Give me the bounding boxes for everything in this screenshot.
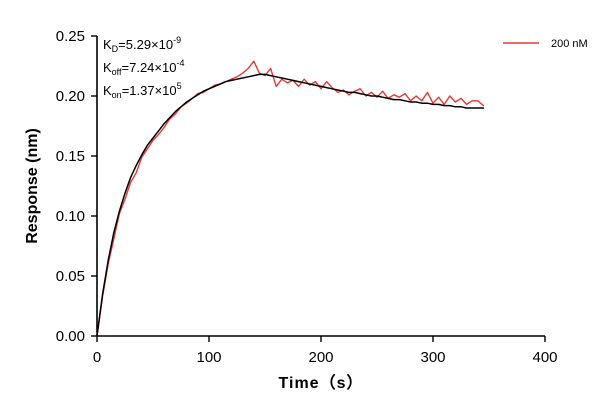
- kinetic-constant-label: KD=5.29×10-9: [103, 35, 181, 54]
- kinetic-constant-sup: -9: [173, 35, 181, 45]
- x-tick-label: 400: [532, 349, 557, 366]
- kinetic-constant-sub: D: [112, 44, 119, 54]
- kinetic-constant-sup: -4: [176, 58, 184, 68]
- kinetic-constant-eq: =5.29×10: [118, 37, 173, 52]
- kinetic-constant-sub: on: [112, 90, 122, 100]
- x-tick-label: 200: [308, 349, 333, 366]
- plot-area: [96, 60, 485, 337]
- kinetic-constant-label: Kon=1.37×105: [103, 81, 182, 100]
- kinetic-constant-eq: =1.37×10: [122, 83, 177, 98]
- kinetic-constant-sym: K: [103, 60, 112, 75]
- y-tick-label: 0.20: [56, 88, 85, 105]
- kinetic-constant-eq: =7.24×10: [122, 60, 177, 75]
- legend: 200 nM: [503, 38, 588, 50]
- x-tick-label: 300: [420, 349, 445, 366]
- y-tick-label: 0.15: [56, 148, 85, 165]
- legend-label: 200 nM: [551, 38, 588, 50]
- kinetic-constant-sub: off: [112, 67, 122, 77]
- y-tick-label: 0.25: [56, 28, 85, 45]
- series-line: [96, 60, 485, 337]
- x-tick-label: 100: [196, 349, 221, 366]
- y-tick-label: 0.05: [56, 268, 85, 285]
- axes: 0 100 200 300 400 0.00 0.05 0.10 0.15 0.20 0.25: [56, 28, 558, 366]
- kinetic-constant-sym: K: [103, 83, 112, 98]
- kinetic-constant-sym: K: [103, 37, 112, 52]
- x-axis-label: Time（s）: [279, 374, 364, 392]
- x-tick-label: 0: [93, 349, 101, 366]
- y-tick-label: 0.10: [56, 208, 85, 225]
- kinetic-constant-label: Koff=7.24×10-4: [103, 58, 184, 77]
- y-axis-label: Response (nm): [24, 128, 41, 244]
- kinetic-constant-sup: 5: [177, 81, 182, 91]
- y-tick-label: 0.00: [56, 328, 85, 345]
- fit-curve: [96, 73, 485, 337]
